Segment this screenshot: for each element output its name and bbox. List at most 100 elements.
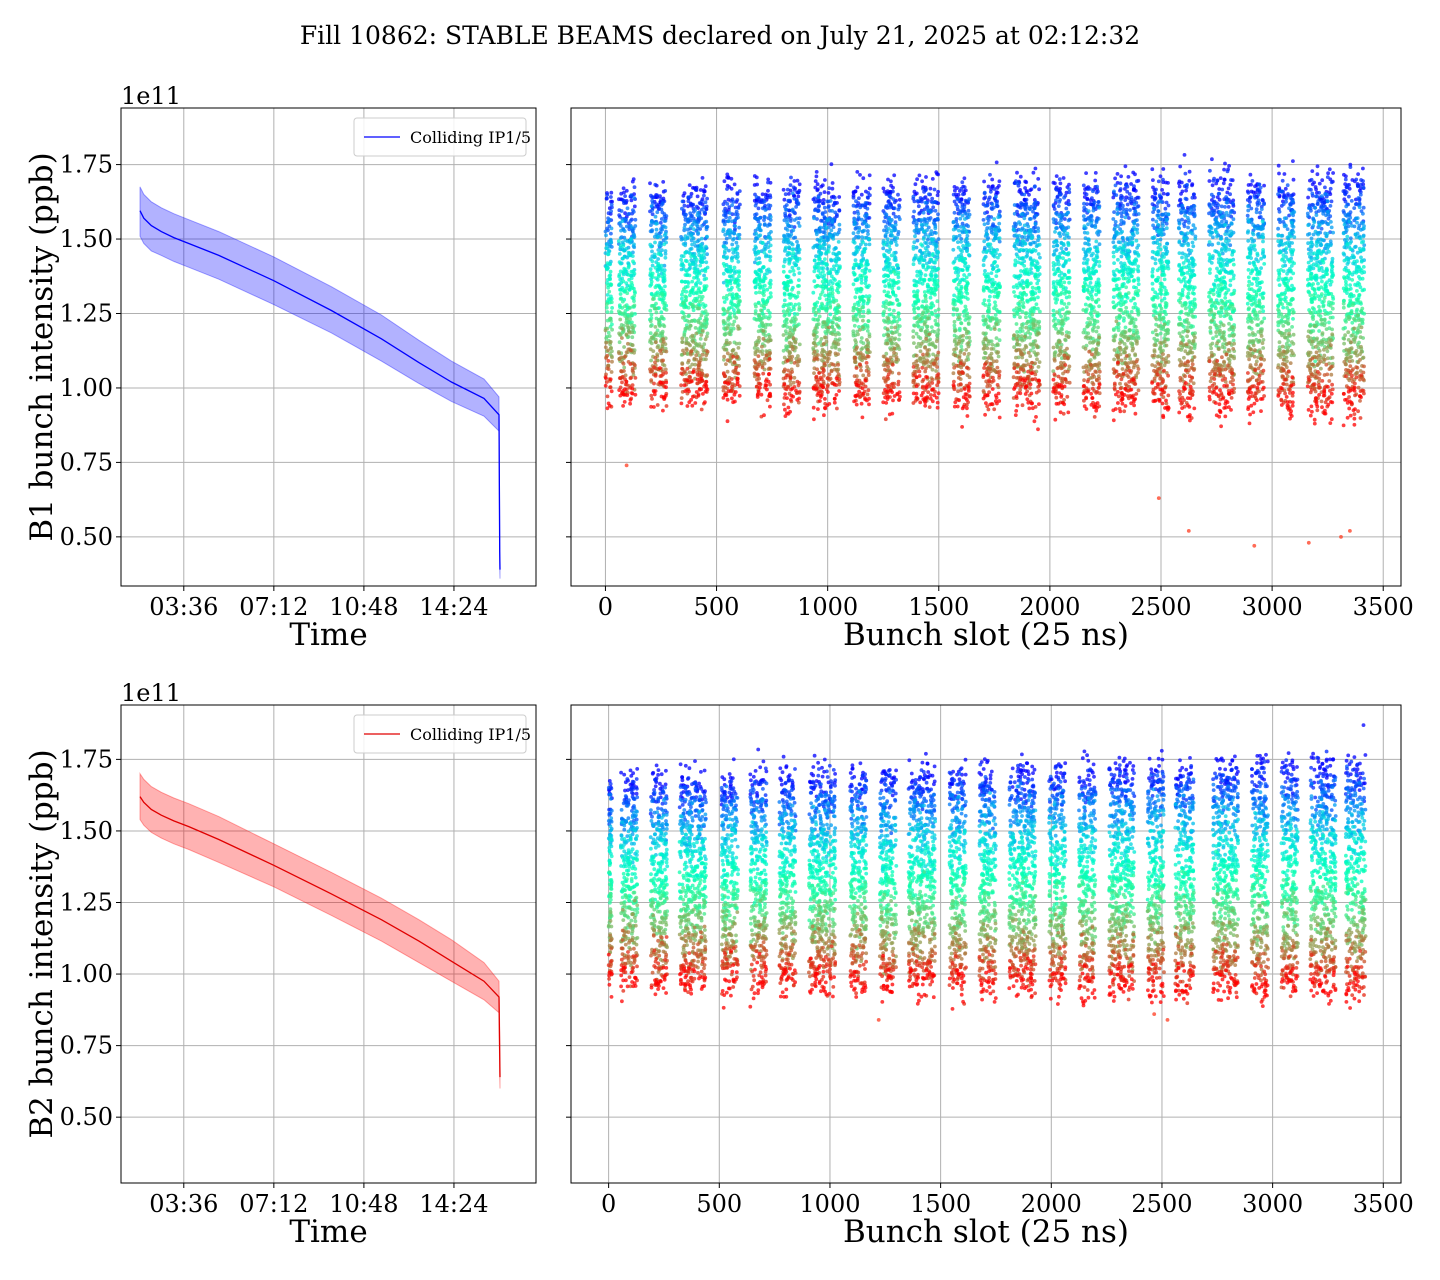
scatter-point [966, 224, 970, 229]
scatter-point [996, 255, 1000, 260]
scatter-point [981, 347, 986, 351]
scatter-point [925, 352, 929, 356]
scatter-point [983, 350, 987, 355]
scatter-point [882, 252, 886, 257]
series-line [139, 210, 501, 570]
scatter-point [696, 227, 700, 231]
scatter-point [888, 270, 893, 275]
scatter-point [605, 267, 609, 272]
scatter-point [858, 173, 862, 177]
scatter-point [782, 197, 787, 202]
scatter-point [797, 302, 801, 306]
scatter-point [662, 242, 667, 247]
scatter-point [825, 238, 830, 243]
scatter-point [890, 233, 895, 238]
scatter-point [983, 211, 987, 216]
scatter-point [914, 331, 919, 336]
scatter-point [961, 244, 965, 248]
scatter-point [623, 211, 627, 216]
scatter-point [812, 196, 817, 201]
scatter-point [632, 289, 637, 294]
scatter-point [793, 345, 798, 350]
scatter-point [916, 335, 921, 339]
scatter-point [654, 340, 658, 345]
scatter-point [736, 233, 740, 237]
scatter-point [788, 350, 792, 355]
scatter-point [966, 297, 970, 301]
scatter-point [914, 316, 919, 321]
scatter-point [836, 240, 841, 244]
scatter-point [929, 393, 933, 397]
scatter-point [881, 354, 886, 359]
scatter-point [792, 375, 797, 380]
scatter-point [731, 296, 736, 301]
scatter-point [965, 291, 970, 296]
scatter-point [856, 230, 860, 235]
scatter-point [790, 242, 795, 247]
scatter-point [654, 301, 658, 306]
scatter-point [893, 228, 898, 232]
scatter-point [629, 348, 633, 353]
scatter-point [722, 209, 726, 214]
scatter-point [966, 253, 971, 257]
scatter-point [851, 282, 856, 287]
scatter-point [981, 258, 986, 263]
scatter-point [653, 254, 657, 259]
scatter-point [756, 234, 761, 239]
scatter-point [761, 265, 766, 269]
scatter-point [984, 232, 989, 237]
scatter-point [618, 317, 623, 322]
scatter-point [859, 281, 864, 285]
scatter-point [696, 393, 701, 398]
scatter-point [699, 333, 704, 337]
scatter-point [936, 328, 941, 332]
scatter-point [624, 188, 629, 193]
scatter-point [649, 316, 654, 321]
scatter-point [789, 387, 793, 392]
y-tick-label: 0.50 [60, 523, 113, 551]
scatter-point [795, 178, 800, 183]
scatter-point [757, 381, 762, 386]
scatter-point [790, 287, 794, 292]
scatter-point [832, 396, 837, 401]
scatter-point [784, 320, 789, 325]
scatter-point [862, 250, 867, 254]
scatter-point [866, 232, 870, 237]
scatter-point [609, 282, 614, 287]
scatter-point [620, 299, 625, 304]
scatter-point [604, 340, 609, 345]
scatter-point [682, 212, 687, 217]
scatter-point [680, 362, 685, 366]
scatter-point [854, 402, 859, 407]
scatter-point [604, 305, 609, 310]
scatter-point [649, 193, 653, 198]
scatter-point [617, 252, 622, 256]
scatter-point [864, 267, 869, 271]
scatter-point [993, 227, 998, 232]
scatter-point [766, 267, 771, 272]
scatter-point [683, 243, 688, 248]
scatter-point [604, 356, 608, 360]
scatter-point [729, 377, 734, 381]
scatter-point [995, 365, 1000, 370]
scatter-point [1023, 202, 1028, 207]
scatter-point [618, 287, 622, 292]
scatter-point [619, 228, 623, 233]
scatter-point [755, 339, 760, 343]
scatter-point [951, 261, 956, 265]
scatter-point [782, 218, 787, 223]
scatter-point [621, 389, 625, 393]
scatter-point [894, 243, 899, 247]
scatter-point [687, 183, 692, 188]
scatter-point [930, 232, 934, 237]
scatter-point [721, 396, 726, 400]
scatter-point [756, 206, 761, 211]
scatter-point [724, 241, 729, 245]
scatter-point [852, 323, 857, 328]
scatter-point [829, 369, 834, 374]
scatter-point [607, 274, 612, 278]
scatter-point [814, 232, 819, 237]
scatter-point [648, 347, 653, 352]
scatter-point [725, 351, 730, 356]
